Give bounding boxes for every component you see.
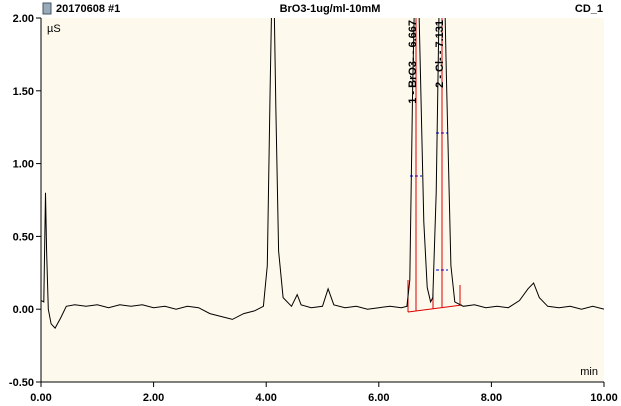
- y-tick-label: 1.00: [13, 159, 34, 171]
- header-right: CD_1: [575, 3, 603, 15]
- peak-label: 2 - Cl- - 7.131: [434, 20, 446, 88]
- baseline: [407, 304, 463, 313]
- integration-marks: [407, 18, 463, 313]
- y-tick-label: 1.50: [13, 86, 34, 98]
- chart-title: BrO3-1ug/ml-10mM: [280, 3, 381, 15]
- x-tick-label: 8.00: [481, 392, 502, 404]
- x-tick-label: 0.00: [30, 392, 51, 404]
- y-axis-unit: µS: [47, 23, 61, 35]
- x-axis-unit: min: [580, 366, 598, 378]
- y-tick-label: 0.50: [13, 231, 34, 243]
- trace: [41, 18, 604, 329]
- x-tick-label: 10.00: [590, 392, 618, 404]
- plot-content: [41, 18, 604, 329]
- y-tick-label: -0.50: [9, 377, 34, 389]
- header-left: 20170608 #1: [56, 3, 120, 15]
- peak-label: 1 - BrO3- - 6.667: [407, 20, 419, 104]
- axes: -0.50 0.00 0.50 1.00 1.50 2.00 0.00 2.00 4.00 6.0…: [9, 13, 618, 404]
- y-tick-label: 2.00: [13, 13, 34, 25]
- plot-area: [41, 18, 604, 382]
- x-tick-label: 2.00: [143, 392, 164, 404]
- x-tick-label: 4.00: [255, 392, 276, 404]
- y-tick-label: 0.00: [13, 304, 34, 316]
- header-icon: [42, 2, 52, 15]
- x-tick-label: 6.00: [368, 392, 389, 404]
